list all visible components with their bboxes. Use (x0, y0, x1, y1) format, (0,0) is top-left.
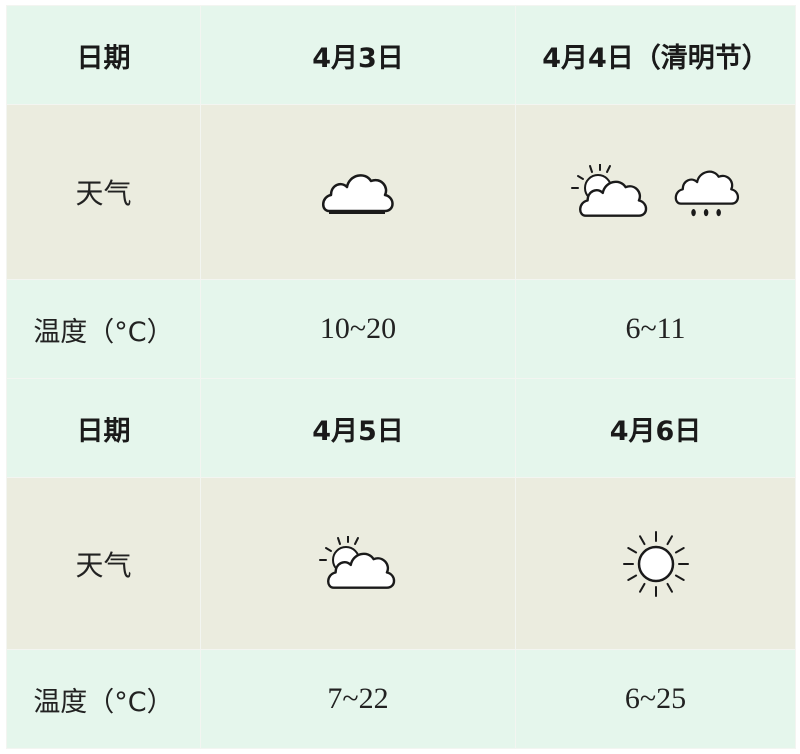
sun-ray (674, 574, 685, 581)
sun-ray (638, 582, 645, 593)
partly-cloudy-icon (319, 535, 396, 589)
date-row-2: 日期 4月5日 4月6日 (6, 378, 796, 478)
weather-label: 天气 (6, 104, 201, 280)
date-cell: 4月5日 (200, 378, 516, 478)
temperature-row-1: 温度（°C） 10~20 6~11 (6, 279, 796, 379)
date-label: 日期 (6, 378, 201, 478)
sun-ray (666, 534, 673, 545)
temperature-cell: 7~22 (200, 649, 516, 749)
partly-cloudy-icon (570, 164, 647, 217)
weather-cell (515, 104, 796, 280)
temperature-label: 温度（°C） (6, 279, 201, 379)
date-cell: 4月4日（清明节） (515, 5, 796, 105)
weather-label: 天气 (6, 477, 201, 650)
sun-ray (626, 546, 637, 553)
temperature-cell: 6~11 (515, 279, 796, 379)
cloudy-icon (321, 174, 394, 214)
date-cell: 4月3日 (200, 5, 516, 105)
weather-cell (515, 477, 796, 650)
sunny-icon (622, 530, 689, 597)
date-cell: 4月6日 (515, 378, 796, 478)
weather-cell (200, 104, 516, 280)
temperature-label: 温度（°C） (6, 649, 201, 749)
sun-ray (626, 574, 637, 581)
temperature-row-2: 温度（°C） 7~22 6~25 (6, 649, 796, 749)
temperature-cell: 10~20 (200, 279, 516, 379)
temperature-cell: 6~25 (515, 649, 796, 749)
date-row-1: 日期 4月3日 4月4日（清明节） (6, 5, 796, 105)
sun-ray (638, 534, 645, 545)
weather-cell (200, 477, 516, 650)
rain-icon (674, 170, 739, 217)
weather-table: 日期 4月3日 4月4日（清明节） 天气 温度（°C） 10~20 6~11 日… (6, 5, 796, 749)
sun-ray (674, 546, 685, 553)
weather-row-1: 天气 (6, 104, 796, 280)
weather-row-2: 天气 (6, 477, 796, 650)
date-label: 日期 (6, 5, 201, 105)
sun-ray (666, 582, 673, 593)
